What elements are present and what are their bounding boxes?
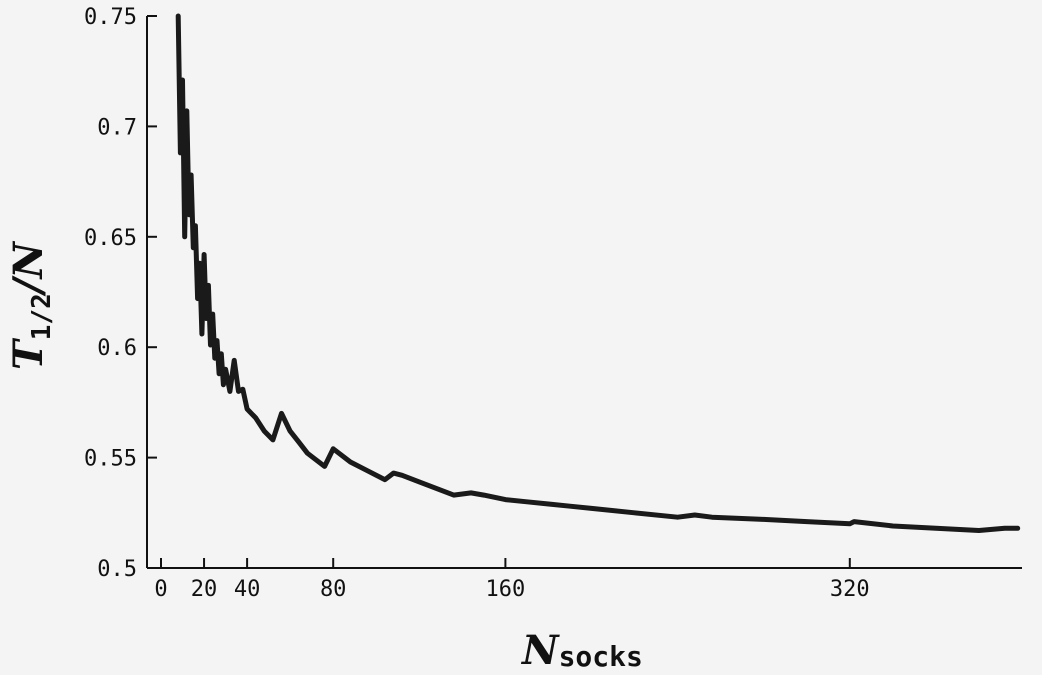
series-line bbox=[175, 13, 1021, 533]
x-tick-label: 80 bbox=[320, 577, 347, 602]
x-tick-label: 320 bbox=[830, 577, 870, 602]
y-tick-label: 0.5 bbox=[97, 557, 137, 582]
x-tick-label: 160 bbox=[486, 577, 526, 602]
y-axis-title: T1/2/N bbox=[5, 241, 57, 370]
y-tick-label: 0.65 bbox=[84, 226, 137, 251]
y-tick-label: 0.7 bbox=[97, 115, 137, 140]
x-tick-label: 40 bbox=[234, 577, 261, 602]
plot-area bbox=[175, 13, 1021, 533]
y-axis: 0.5 0.55 0.6 0.65 0.7 0.75 bbox=[84, 5, 157, 582]
x-axis: 0 20 40 80 160 320 bbox=[147, 558, 1022, 602]
y-tick-label: 0.75 bbox=[84, 5, 137, 30]
x-axis-title: Nsocks bbox=[520, 627, 643, 674]
y-tick-label: 0.55 bbox=[84, 447, 137, 472]
y-tick-label: 0.6 bbox=[97, 336, 137, 361]
x-tick-label: 0 bbox=[154, 577, 167, 602]
x-tick-label: 20 bbox=[191, 577, 218, 602]
